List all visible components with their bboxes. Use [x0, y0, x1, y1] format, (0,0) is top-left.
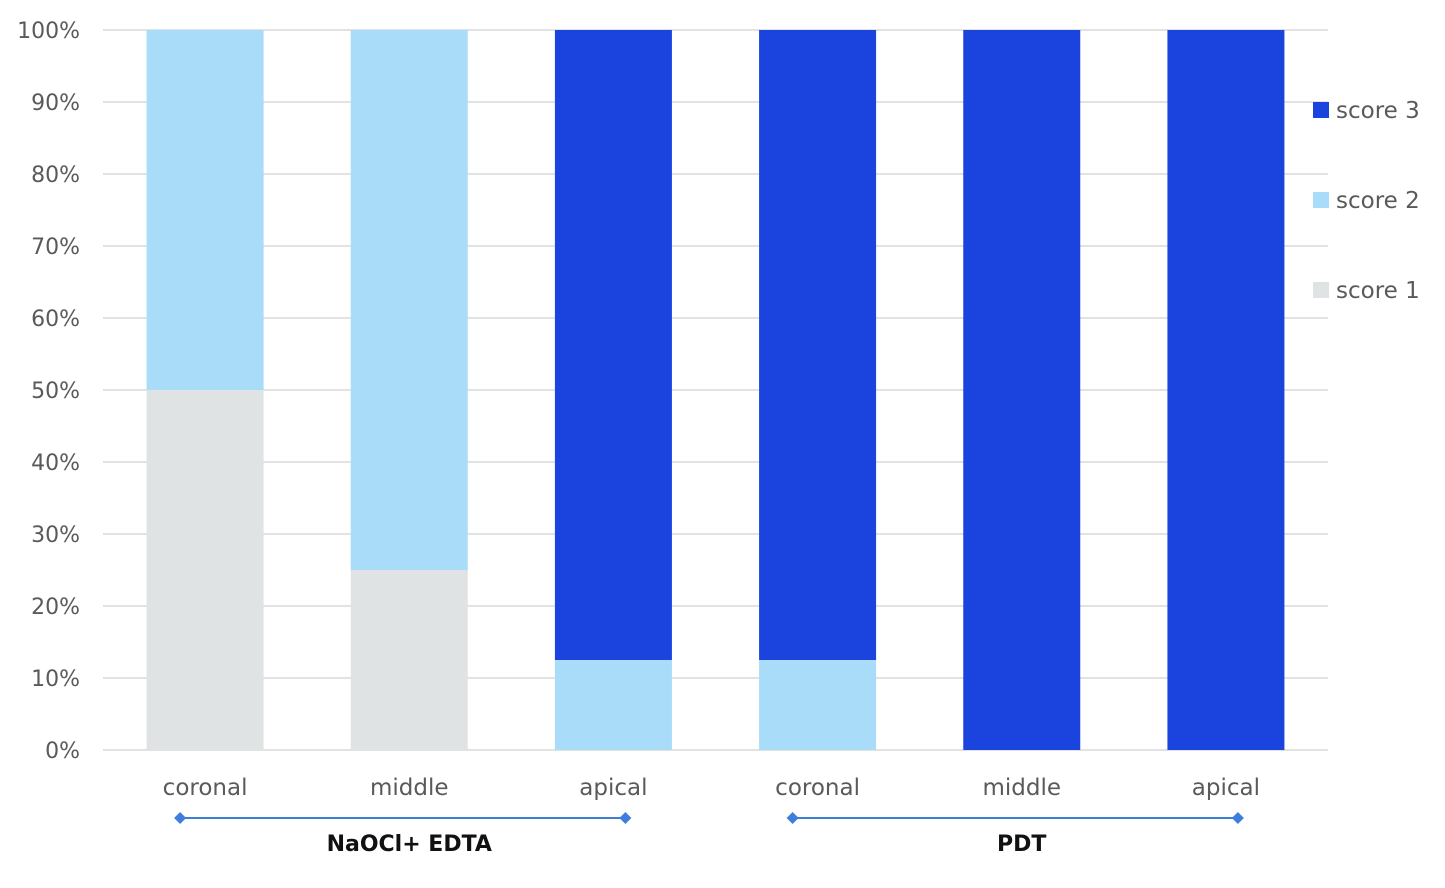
y-tick-label: 30%: [31, 523, 80, 548]
y-tick-label: 60%: [31, 307, 80, 332]
y-tick-label: 90%: [31, 91, 80, 116]
legend-label: score 1: [1336, 278, 1420, 304]
legend: score 3 score 2 score 1: [1313, 98, 1420, 304]
bar-segment-score-2: [350, 30, 468, 570]
group-bracket-marker: [1231, 812, 1244, 824]
x-category-label: coronal: [775, 775, 860, 801]
y-tick-label: 100%: [17, 19, 80, 44]
bar-segment-score-2: [146, 30, 264, 390]
bar-segment-score-1: [146, 390, 264, 750]
y-tick-label: 0%: [45, 739, 80, 764]
group-label: NaOCl+ EDTA: [327, 832, 492, 857]
y-tick-label: 80%: [31, 163, 80, 188]
group-bracket-marker: [174, 812, 187, 824]
x-category-label: middle: [982, 775, 1061, 801]
bars: [146, 30, 1285, 750]
bar-segment-score-3: [554, 30, 672, 660]
x-category-label: apical: [579, 775, 647, 801]
legend-swatch: [1313, 192, 1329, 208]
legend-swatch: [1313, 102, 1329, 118]
legend-label: score 3: [1336, 98, 1420, 124]
x-category-label: middle: [370, 775, 449, 801]
y-tick-label: 20%: [31, 595, 80, 620]
bar-segment-score-3: [963, 30, 1081, 750]
x-category-label: coronal: [163, 775, 248, 801]
group-brackets: NaOCl+ EDTA PDT: [174, 812, 1244, 857]
y-tick-label: 70%: [31, 235, 80, 260]
x-category-label: apical: [1192, 775, 1260, 801]
bar-segment-score-3: [759, 30, 877, 660]
legend-label: score 2: [1336, 188, 1420, 214]
y-tick-label: 10%: [31, 667, 80, 692]
y-tick-label: 40%: [31, 451, 80, 476]
bar-segment-score-3: [1167, 30, 1285, 750]
group-label: PDT: [997, 832, 1046, 857]
y-axis-ticks: 0% 10% 20% 30% 40% 50% 60% 70% 80% 90% 100%: [17, 19, 80, 764]
bar-segment-score-2: [759, 660, 877, 750]
y-tick-label: 50%: [31, 379, 80, 404]
group-bracket-marker: [619, 812, 632, 824]
gridlines: [103, 29, 1328, 751]
group-bracket-marker: [786, 812, 799, 824]
bar-segment-score-2: [554, 660, 672, 750]
x-axis-categories: coronal middle apical coronal middle apical: [163, 775, 1260, 801]
legend-swatch: [1313, 282, 1329, 298]
bar-segment-score-1: [350, 570, 468, 750]
